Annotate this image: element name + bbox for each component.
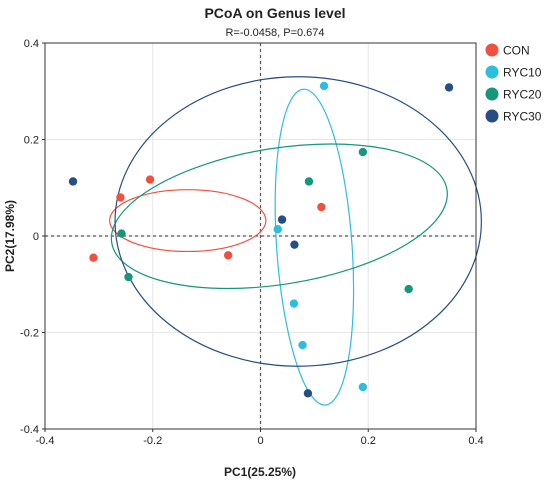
y-tick-labels: 0.4 0.2 0 -0.2 -0.4 <box>20 38 45 436</box>
y-tick-label: 0.4 <box>24 38 39 50</box>
x-tick-label: -0.2 <box>143 435 162 447</box>
point-ryc20 <box>304 177 314 186</box>
x-tick-label: -0.4 <box>36 435 55 447</box>
point-con <box>317 202 326 212</box>
ellipse-ryc10 <box>274 88 355 406</box>
legend-label-ryc30: RYC30 <box>503 110 542 124</box>
point-ryc30 <box>68 177 78 186</box>
data-points <box>68 81 454 398</box>
legend-label-ryc20: RYC20 <box>503 88 542 102</box>
ellipse-ryc20 <box>110 143 448 290</box>
ellipse-con <box>109 189 267 253</box>
legend-marker-ryc30 <box>485 109 499 123</box>
chart-title: PCoA on Genus level <box>204 5 345 21</box>
x-tick-label: 0.2 <box>361 435 376 447</box>
zero-lines <box>45 43 476 429</box>
point-ryc10 <box>289 299 299 308</box>
point-con <box>89 253 98 262</box>
y-axis-label: PC2(17.98%) <box>3 200 17 272</box>
x-tick-label: 0.4 <box>468 435 483 447</box>
point-ryc30 <box>290 240 299 249</box>
point-ryc30 <box>444 83 454 92</box>
point-ryc30 <box>303 389 313 398</box>
x-tick-label: 0 <box>257 435 263 447</box>
ellipse-ryc30 <box>114 76 482 367</box>
legend-marker-con <box>485 43 499 57</box>
point-ryc20 <box>124 272 133 282</box>
y-tick-label: 0.2 <box>24 135 39 147</box>
confidence-ellipses <box>109 76 482 406</box>
y-tick-label: -0.2 <box>20 328 39 340</box>
point-con <box>223 251 233 260</box>
point-ryc10 <box>273 225 282 234</box>
y-tick-label: 0 <box>33 231 39 243</box>
point-ryc10 <box>319 81 329 91</box>
legend-label-ryc10: RYC10 <box>503 66 542 80</box>
point-con <box>145 175 155 184</box>
point-ryc10 <box>298 340 307 350</box>
legend-label-con: CON <box>503 44 530 58</box>
point-ryc20 <box>117 229 126 238</box>
point-ryc10 <box>358 382 368 392</box>
point-ryc30 <box>277 215 287 224</box>
x-axis-label: PC1(25.25%) <box>224 465 296 479</box>
point-ryc20 <box>404 284 413 294</box>
chart-subtitle: R=-0.0458, P=0.674 <box>225 27 324 39</box>
x-tick-labels: -0.4 -0.2 0 0.2 0.4 <box>36 429 484 447</box>
legend: CON RYC10 RYC20 RYC30 <box>485 43 542 124</box>
legend-marker-ryc20 <box>485 87 499 101</box>
point-con <box>116 193 125 202</box>
y-tick-label: -0.4 <box>20 424 39 436</box>
legend-marker-ryc10 <box>485 65 499 79</box>
point-ryc20 <box>358 147 368 157</box>
